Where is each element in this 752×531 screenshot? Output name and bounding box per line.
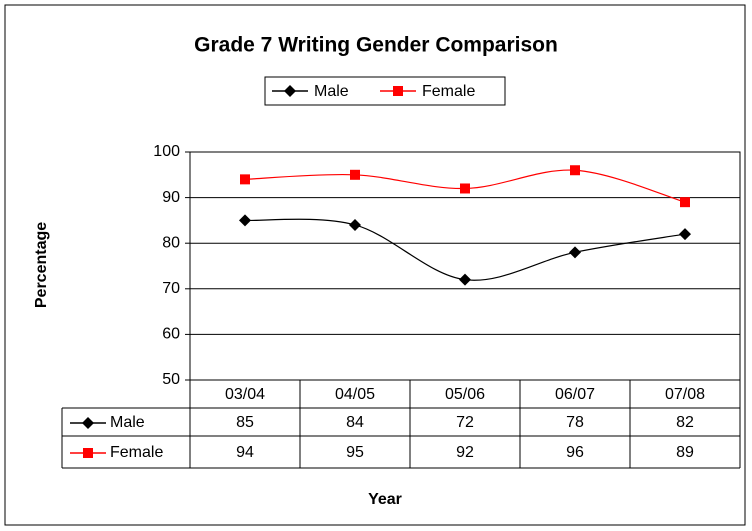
marker: [350, 169, 360, 180]
marker: [570, 165, 580, 176]
table-value: 96: [566, 444, 584, 461]
table-value: 72: [456, 414, 474, 431]
marker: [679, 228, 691, 241]
marker: [240, 174, 250, 185]
table-value: 92: [456, 444, 474, 461]
legend-label: Male: [314, 83, 349, 100]
table-value: 78: [566, 414, 584, 431]
table-series-name: Female: [110, 444, 163, 461]
marker: [82, 417, 94, 429]
x-tick-label: 07/08: [665, 386, 705, 403]
y-axis-title: Percentage: [33, 222, 50, 308]
marker: [680, 197, 690, 208]
marker: [393, 86, 403, 96]
y-tick-label: 50: [162, 371, 180, 388]
legend-label: Female: [422, 83, 475, 100]
x-tick-label: 03/04: [225, 386, 265, 403]
marker: [459, 273, 471, 286]
y-tick-label: 80: [162, 234, 180, 251]
x-tick-label: 05/06: [445, 386, 485, 403]
table-value: 84: [346, 414, 364, 431]
marker: [284, 85, 296, 97]
y-tick-label: 70: [162, 280, 180, 297]
table-series-name: Male: [110, 414, 145, 431]
x-tick-label: 04/05: [335, 386, 375, 403]
marker: [460, 183, 470, 194]
y-tick-label: 100: [153, 143, 180, 160]
table-value: 94: [236, 444, 254, 461]
chart-title: Grade 7 Writing Gender Comparison: [194, 34, 558, 57]
table-value: 82: [676, 414, 694, 431]
x-tick-label: 06/07: [555, 386, 595, 403]
table-value: 85: [236, 414, 254, 431]
marker: [83, 448, 93, 458]
y-tick-label: 60: [162, 326, 180, 343]
table-value: 89: [676, 444, 694, 461]
marker: [239, 214, 251, 227]
table-value: 95: [346, 444, 364, 461]
x-axis-title: Year: [368, 491, 402, 508]
y-tick-label: 90: [162, 189, 180, 206]
marker: [349, 218, 361, 231]
marker: [569, 246, 581, 259]
